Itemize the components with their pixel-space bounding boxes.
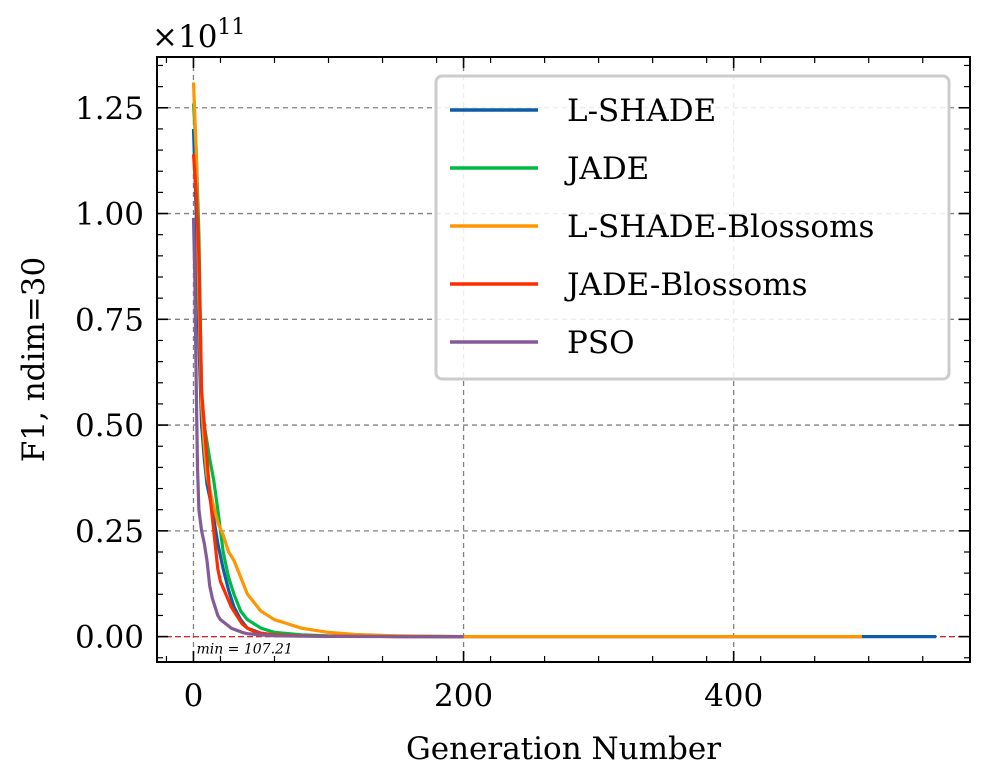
y-axis-label: F1, ndim=30 (16, 257, 52, 462)
x-tick-label-2: 400 (704, 678, 763, 714)
y-tick-label-4: 1.00 (75, 197, 144, 233)
legend-label-2: L-SHADE-Blossoms (567, 209, 874, 245)
x-axis-label: Generation Number (406, 731, 721, 767)
y-scale-multiplier: ×1011 (152, 15, 245, 55)
y-tick-label-2: 0.50 (75, 408, 144, 444)
x-tick-label-0: 0 (184, 678, 204, 714)
series-line-1 (191, 103, 464, 639)
y-tick-label-1: 0.25 (75, 514, 144, 550)
y-tick-label-3: 0.75 (75, 302, 144, 338)
series-layer (191, 82, 937, 639)
legend: L-SHADE JADE L-SHADE-Blossoms JADE-Blossoms… (434, 74, 951, 381)
series-line-4 (191, 217, 464, 639)
tick-labels: 0 200 400 0.00 0.25 0.50 0.75 1.00 1.25 (75, 91, 763, 714)
legend-label-3: JADE-Blossoms (564, 267, 808, 303)
plot-frame (156, 56, 971, 663)
legend-box (434, 74, 951, 381)
y-scale-prefix: ×10 (152, 19, 217, 55)
ticks (157, 57, 970, 662)
legend-label-1: JADE (564, 151, 649, 187)
y-scale-exponent: 11 (217, 15, 245, 40)
legend-label-4: PSO (567, 325, 635, 361)
min-annotation: min = 107.21 (196, 642, 292, 658)
legend-label-0: L-SHADE (567, 93, 716, 129)
y-tick-label-5: 1.25 (75, 91, 144, 127)
y-tick-label-0: 0.00 (75, 620, 144, 656)
x-tick-label-1: 200 (434, 678, 493, 714)
